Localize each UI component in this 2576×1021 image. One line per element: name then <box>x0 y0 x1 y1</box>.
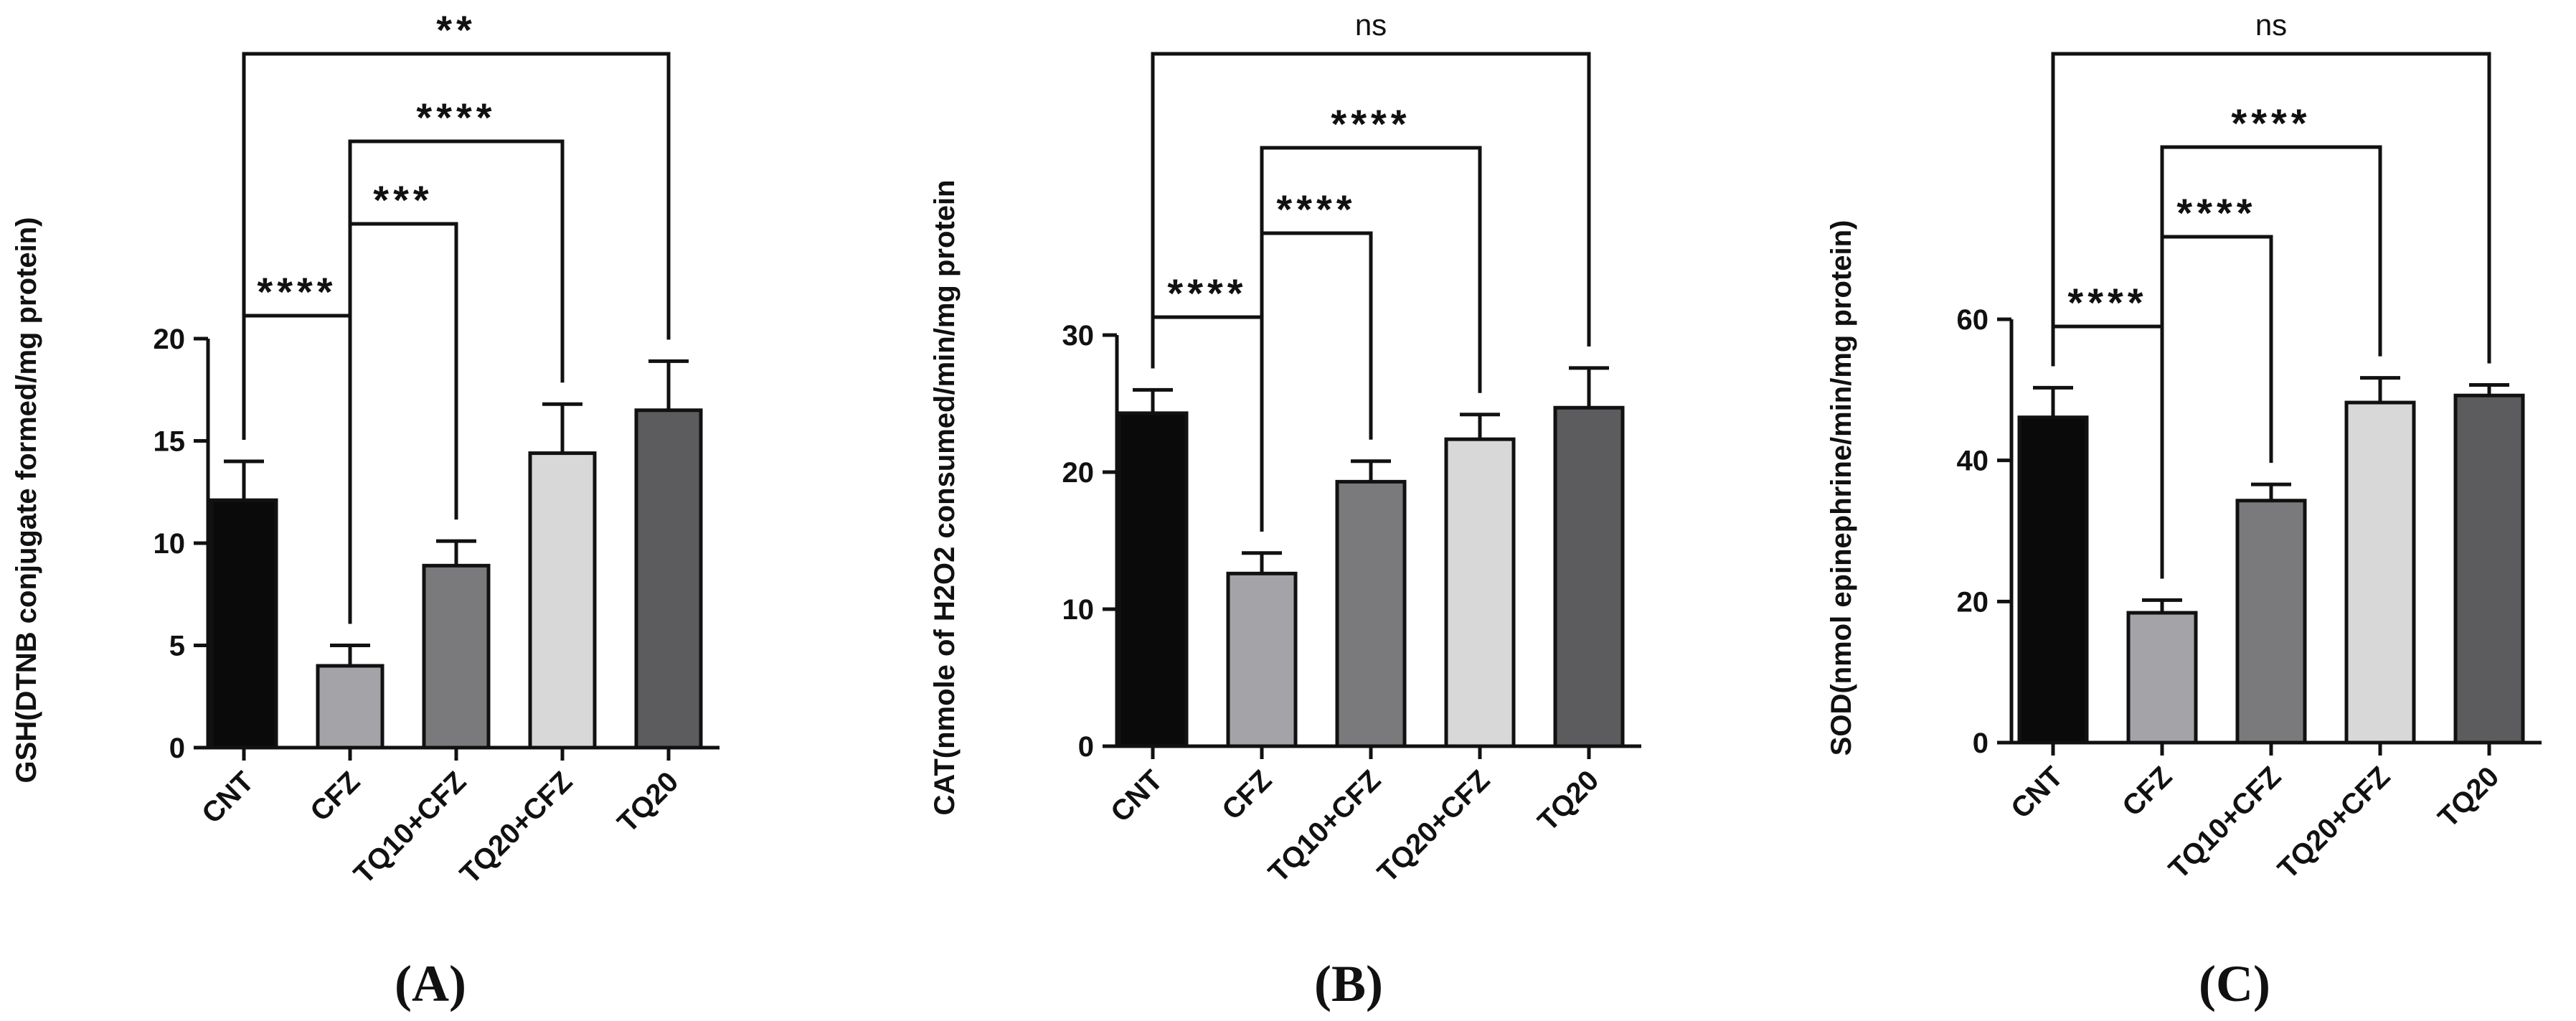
bar-cfz <box>1226 571 1298 748</box>
significance-label: **** <box>257 269 336 314</box>
bar-cfz <box>316 664 384 750</box>
significance-label: **** <box>2067 280 2147 325</box>
y-tick-label: 60 <box>1957 304 1989 336</box>
bar-tq10-cfz <box>1335 479 1407 748</box>
panel-label: (C) <box>2199 955 2270 1012</box>
significance-bracket <box>1151 315 1264 532</box>
bar-tq20-cfz <box>1444 437 1516 748</box>
bar-cfz <box>2126 611 2198 745</box>
significance-label: **** <box>1167 270 1247 316</box>
significance-label: **** <box>1331 101 1410 146</box>
y-tick-label: 20 <box>154 324 186 355</box>
significance-bracket <box>2051 324 2164 579</box>
significance-label: ns <box>2255 8 2287 42</box>
y-axis-title: GSH(DTNB conjugate formed/mg protein) <box>11 217 42 784</box>
y-axis-title: CAT(nmole of H2O2 consumed/min/mg protei… <box>929 180 961 816</box>
bar-tq20 <box>1553 405 1625 748</box>
bar-tq20 <box>2453 393 2525 745</box>
significance-label: ** <box>436 7 476 52</box>
significance-label: ns <box>1355 8 1387 42</box>
significance-bracket <box>242 314 352 624</box>
y-axis-title: SOD(nmol epinephrine/min/mg protein) <box>1826 220 1857 756</box>
y-tick-label: 10 <box>1062 594 1095 626</box>
y-tick-label: 0 <box>1078 731 1094 763</box>
significance-bracket <box>242 52 671 440</box>
significance-label: **** <box>2231 100 2311 146</box>
significance-label: **** <box>416 95 496 140</box>
significance-label: **** <box>2176 190 2256 235</box>
y-tick-label: 5 <box>169 631 185 662</box>
y-tick-label: 15 <box>154 426 186 458</box>
significance-label: **** <box>1276 187 1356 232</box>
bar-cnt <box>1117 411 1189 748</box>
bar-cnt <box>2017 415 2089 745</box>
y-tick-label: 30 <box>1062 320 1095 352</box>
significance-bracket <box>1151 52 1591 369</box>
bar-tq10-cfz <box>2235 499 2307 745</box>
y-tick-label: 10 <box>154 528 186 560</box>
bar-tq20-cfz <box>528 451 597 750</box>
bar-tq20 <box>634 408 703 750</box>
bar-tq20-cfz <box>2344 400 2416 745</box>
y-tick-label: 0 <box>169 733 185 764</box>
y-tick-label: 20 <box>1062 457 1095 489</box>
bar-tq10-cfz <box>422 563 491 750</box>
bar-cnt <box>209 498 278 750</box>
panel-label: (B) <box>1314 955 1383 1012</box>
y-tick-label: 40 <box>1957 446 1989 477</box>
significance-bracket <box>2051 52 2491 367</box>
panel-label: (A) <box>395 955 466 1012</box>
y-tick-label: 0 <box>1973 728 1988 759</box>
y-tick-label: 20 <box>1957 586 1989 618</box>
significance-label: *** <box>373 177 433 222</box>
